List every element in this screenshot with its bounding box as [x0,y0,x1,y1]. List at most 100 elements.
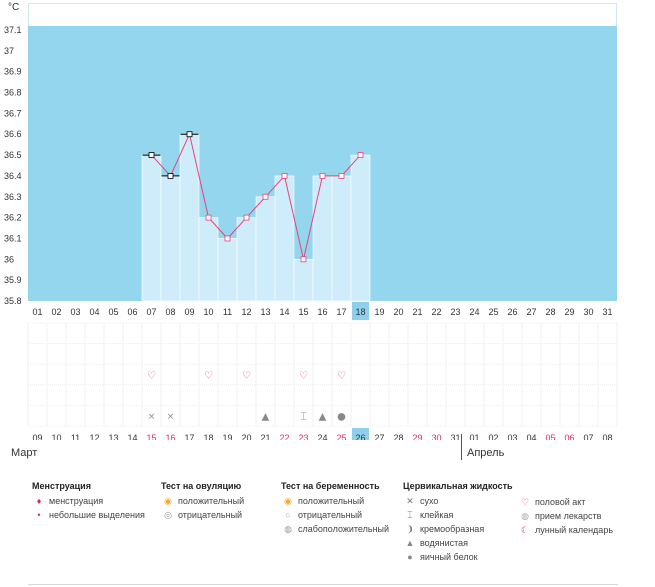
temperature-point [224,235,231,242]
temperature-chart: °C 37.1 37 36.9 36.8 36.7 36.6 36.5 36.4 36.3 36.… [4,2,618,440]
cycle-day-label: 03 [507,433,517,440]
cycle-day-label: 06 [564,433,574,440]
legend-pregnancy-title: Тест на беременность [281,481,380,491]
legend-item-dry: ✕ сухо [403,494,513,508]
cycle-day-label: 31 [450,433,460,440]
cycle-day-label: 01 [469,433,479,440]
drop-icon: ♦ [36,496,42,506]
cycle-day-label: 09 [32,433,42,440]
y-tick-label: 36.7 [4,108,22,118]
pregnancy-positive-icon: ◉ [284,496,292,506]
cycle-day-label: 21 [260,433,270,440]
cycle-day-label: 13 [108,433,118,440]
temperature-bar [160,175,181,302]
cycle-day-label: 16 [165,433,175,440]
day-label: 22 [431,307,441,317]
pill-icon: ◍ [521,511,529,521]
month-next-label: Апрель [467,447,505,459]
cycle-day-label: 14 [127,433,137,440]
unit-label: °C [8,2,19,13]
y-tick-label: 36.1 [4,233,22,243]
cycle-day-label: 26 [355,433,365,440]
legend-item-pregnancy-negative: ○ отрицательный [281,508,389,522]
day-label: 06 [127,307,137,317]
egg-white-icon: ● [407,552,413,562]
legend-ovulation: Тест на овуляцию ◉ положительный ◎ отрицат… [161,481,244,522]
cycle-day-label: 10 [51,433,61,440]
cycle-day-label: 17 [184,433,194,440]
cycle-day-label: 27 [374,433,384,440]
bottom-divider [28,584,618,585]
moon-icon: ☾ [520,525,530,535]
day-label: 31 [602,307,612,317]
watery-icon: ▲ [262,412,270,423]
temperature-bar [312,175,333,302]
day-label: 15 [298,307,308,317]
y-tick-label: 36.5 [4,150,22,160]
day-label: 03 [70,307,80,317]
day-label: 30 [583,307,593,317]
temperature-bar [293,259,314,302]
day-label: 07 [146,307,156,317]
cycle-day-label: 24 [317,433,327,440]
legend-item-menstruation: ♦ менструация [32,494,145,508]
month-divider [461,434,462,460]
day-label: 05 [108,307,118,317]
positive-test-icon: ◉ [164,496,172,506]
day-label: 23 [450,307,460,317]
day-label: 01 [32,307,42,317]
egg-white-icon: ● [337,412,346,423]
day-label: 17 [336,307,346,317]
dry-icon: ✕ [406,496,414,506]
sticky-icon: ⌶ [301,412,307,423]
day-label: 24 [469,307,479,317]
watery-icon: ▲ [405,538,415,548]
legend-item-ovulation-negative: ◎ отрицательный [161,508,244,522]
heart-icon: ♡ [520,497,530,507]
cycle-day-label: 08 [602,433,612,440]
cycle-day-label: 05 [545,433,555,440]
watery-icon: ▲ [319,412,327,423]
today-highlight [352,302,369,320]
day-label: 19 [374,307,384,317]
sticky-icon: ⌶ [407,510,413,520]
day-row-background [28,301,617,321]
temperature-bar [179,133,200,302]
legend-other: ♡ половой акт ◍ прием лекарств ☾ лунный кал… [518,495,613,537]
cycle-day-label: 29 [412,433,422,440]
creamy-icon: ❩ [406,524,414,534]
day-label: 08 [165,307,175,317]
legend-item-creamy: ❩ кремообразная [403,522,513,536]
y-tick-label: 36 [4,254,14,264]
temperature-bar [350,154,371,302]
chart-top-frame [28,3,617,27]
temperature-bar [274,175,295,302]
y-tick-label: 36.2 [4,213,22,223]
pregnancy-negative-icon: ○ [285,510,291,520]
y-tick-label: 36.6 [4,129,22,139]
dry-icon: ✕ [148,413,156,423]
cycle-day-label: 07 [583,433,593,440]
legend-item-watery: ▲ водянистая [403,536,513,550]
legend-item-medication: ◍ прием лекарств [518,509,613,523]
day-label: 11 [223,307,232,317]
temperature-point [186,131,193,138]
pregnancy-weak-icon: ◍ [284,524,292,534]
cycle-day-label: 30 [431,433,441,440]
legend-menstruation-title: Менструация [32,481,91,491]
y-tick-label: 35.8 [4,296,22,306]
cycle-day-label: 12 [89,433,99,440]
y-tick-label: 37 [4,46,14,56]
small-drop-icon: • [37,510,41,520]
legend-ovulation-title: Тест на овуляцию [161,481,242,491]
temperature-point [281,173,288,179]
temperature-point [319,173,326,179]
temperature-point [357,152,364,158]
temperature-point [205,214,212,221]
y-tick-label: 36.3 [4,192,22,202]
y-tick-label: 37.1 [4,25,22,35]
heart-icon: ♡ [337,371,346,382]
day-label: 16 [317,307,327,317]
cycle-day-label: 04 [526,433,536,440]
temperature-point [338,173,345,179]
